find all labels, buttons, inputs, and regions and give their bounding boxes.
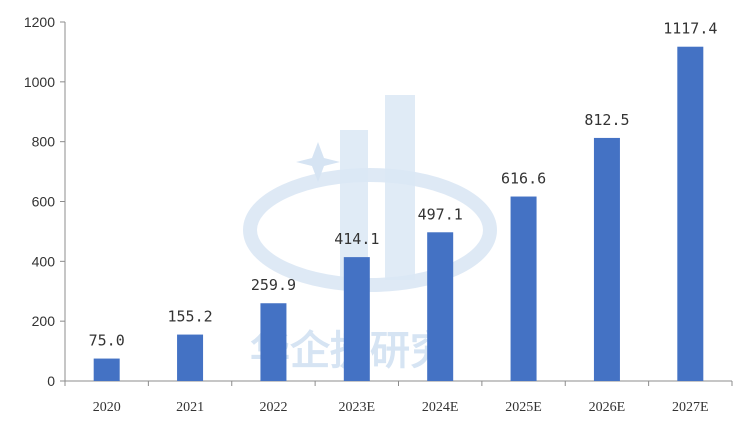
bar-2022 [260, 303, 287, 381]
watermark-building-left [340, 130, 368, 280]
y-tick-label: 600 [32, 194, 56, 210]
x-tick-label-2026E: 2026E [589, 400, 626, 415]
y-tick-label: 0 [47, 373, 55, 389]
bar-2026E [593, 137, 620, 381]
data-labels: 75.0 155.2 259.9 414.1 497.1 616.6 812.5 1117.4 [89, 20, 718, 350]
y-tick-label: 400 [32, 253, 56, 269]
x-ticks: 2020 2021 2022 2023E 2024E 2025E 2026E 2027E [64, 381, 733, 415]
x-tick-label-2020: 2020 [93, 400, 121, 415]
watermark-star-icon [296, 142, 340, 182]
bar-2027E [677, 46, 704, 381]
data-label-2021: 155.2 [167, 308, 212, 326]
x-tick-label-2023E: 2023E [339, 400, 376, 415]
y-tick-label: 200 [32, 313, 56, 329]
y-tick-label: 800 [32, 134, 56, 150]
x-tick-label-2021: 2021 [176, 400, 204, 415]
data-label-2020: 75.0 [89, 332, 125, 350]
x-tick-label-2027E: 2027E [672, 400, 709, 415]
x-tick-label-2025E: 2025E [505, 400, 542, 415]
y-tick-label: 1000 [24, 74, 55, 90]
y-ticks: 0 200 400 600 800 1000 1200 [24, 14, 65, 389]
bar-2024E [427, 232, 454, 381]
x-tick-label-2024E: 2024E [422, 400, 459, 415]
data-label-2026E: 812.5 [584, 111, 629, 129]
data-label-2024E: 497.1 [418, 205, 463, 223]
data-label-2027E: 1117.4 [663, 20, 717, 38]
watermark-building-right [385, 95, 415, 280]
data-label-2022: 259.9 [251, 276, 296, 294]
bar-2021 [177, 334, 204, 381]
data-label-2023E: 414.1 [334, 230, 379, 248]
watermark-ellipse [243, 168, 497, 292]
data-label-2025E: 616.6 [501, 170, 546, 188]
bar-2020 [93, 358, 120, 381]
y-tick-label: 1200 [24, 14, 55, 30]
bars [93, 46, 704, 381]
bar-2025E [510, 196, 537, 381]
bar-2023E [343, 257, 370, 381]
x-tick-label-2022: 2022 [259, 400, 287, 415]
